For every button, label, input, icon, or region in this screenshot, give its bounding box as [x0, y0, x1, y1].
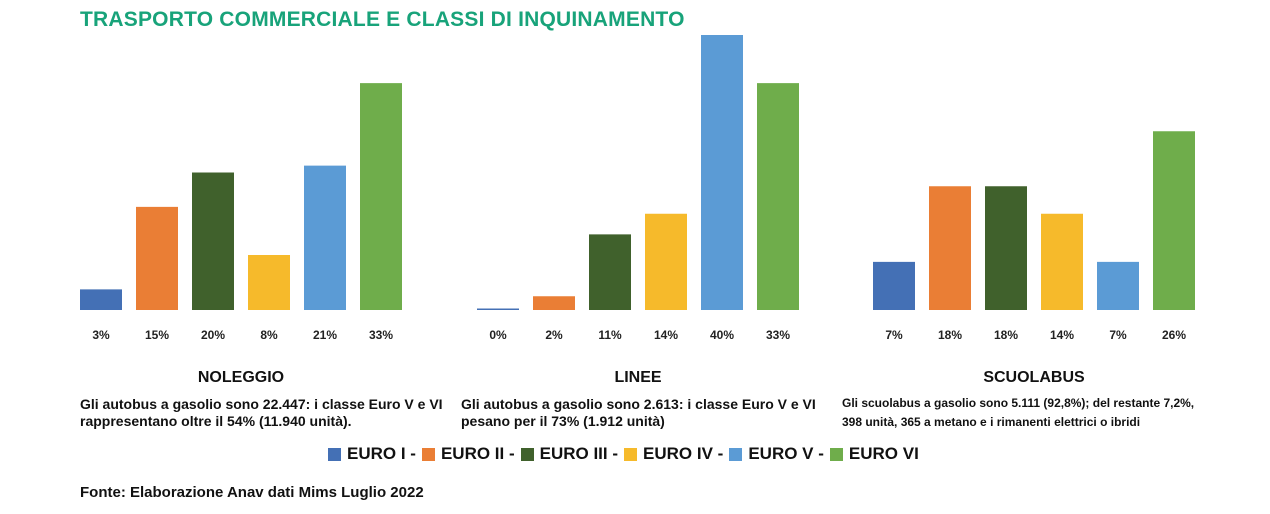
bar-charts: 3% 15% 20% 8% 21% 33% NOLEGGIO 0% 2% 11% 14% 40% 33%… [80, 35, 1195, 386]
panel-title: NOLEGGIO [198, 369, 284, 386]
legend-swatch [421, 447, 435, 461]
legend: EURO I - EURO II - EURO III - EURO IV - … [328, 444, 925, 464]
legend-swatch [829, 447, 843, 461]
panel-title: SCUOLABUS [983, 369, 1085, 386]
chart-panel-noleggio: 3% 15% 20% 8% 21% 33% NOLEGGIO [80, 83, 402, 386]
bar-euro-iii [589, 234, 631, 310]
bar-euro-ii [533, 296, 575, 310]
bar-euro-iii [985, 186, 1027, 310]
bar-euro-vi [360, 83, 402, 310]
chart-panel-scuolabus: 7% 18% 18% 14% 7% 26% SCUOLABUS [873, 131, 1195, 386]
data-label: 18% [994, 328, 1018, 342]
bar-euro-v [304, 165, 346, 310]
data-label: 2% [545, 328, 563, 342]
legend-item-euro-2: EURO II - [421, 444, 515, 464]
legend-item-euro-3: EURO III - [520, 444, 619, 464]
data-label: 14% [654, 328, 678, 342]
data-label: 7% [1109, 328, 1127, 342]
legend-item-euro-5: EURO V - [729, 444, 824, 464]
bar-euro-iv [645, 213, 687, 310]
data-label: 8% [260, 328, 278, 342]
data-label: 11% [598, 328, 622, 342]
data-label: 40% [710, 328, 734, 342]
chart-title: TRASPORTO COMMERCIALE E CLASSI DI INQUIN… [80, 8, 685, 31]
note-noleggio: Gli autobus a gasolio sono 22.447: i cla… [80, 396, 443, 429]
bar-euro-iii [192, 172, 234, 310]
legend-item-euro-6: EURO VI [829, 444, 919, 464]
note-linee: Gli autobus a gasolio sono 2.613: i clas… [461, 396, 816, 429]
legend-label: EURO V - [748, 444, 824, 463]
data-label: 20% [201, 328, 225, 342]
bar-euro-ii [929, 186, 971, 310]
legend-label: EURO II - [440, 444, 515, 463]
data-label: 15% [145, 328, 169, 342]
data-label: 0% [489, 328, 507, 342]
legend-item-euro-1: EURO I - [328, 444, 416, 464]
data-label: 21% [313, 328, 337, 342]
legend-item-euro-4: EURO IV - [624, 444, 723, 464]
data-label: 14% [1050, 328, 1074, 342]
data-label: 7% [885, 328, 903, 342]
legend-label: EURO VI [848, 444, 919, 463]
note-scuolabus: Gli scuolabus a gasolio sono 5.111 (92,8… [842, 396, 1195, 429]
bar-euro-i [873, 261, 915, 310]
legend-swatch [624, 447, 638, 461]
legend-swatch [520, 447, 534, 461]
data-label: 3% [92, 328, 110, 342]
bar-euro-iv [248, 255, 290, 310]
legend-label: EURO III - [539, 444, 619, 463]
legend-swatch [729, 447, 743, 461]
bar-euro-iv [1041, 213, 1083, 310]
data-label: 26% [1162, 328, 1186, 342]
bar-euro-v [701, 35, 743, 310]
legend-swatch [328, 447, 341, 461]
chart-panel-linee: 0% 2% 11% 14% 40% 33% LINEE [477, 35, 799, 386]
bar-euro-vi [1153, 131, 1195, 310]
bar-euro-i [477, 308, 519, 310]
data-label: 33% [766, 328, 790, 342]
panel-title: LINEE [614, 369, 661, 386]
bar-euro-i [80, 289, 122, 310]
legend-label: EURO I - [347, 444, 416, 463]
bar-euro-vi [757, 83, 799, 310]
bar-euro-v [1097, 261, 1139, 310]
legend-label: EURO IV - [643, 444, 724, 463]
source-note: Fonte: Elaborazione Anav dati Mims Lugli… [80, 484, 424, 501]
data-label: 18% [938, 328, 962, 342]
bar-euro-ii [136, 206, 178, 310]
data-label: 33% [369, 328, 393, 342]
